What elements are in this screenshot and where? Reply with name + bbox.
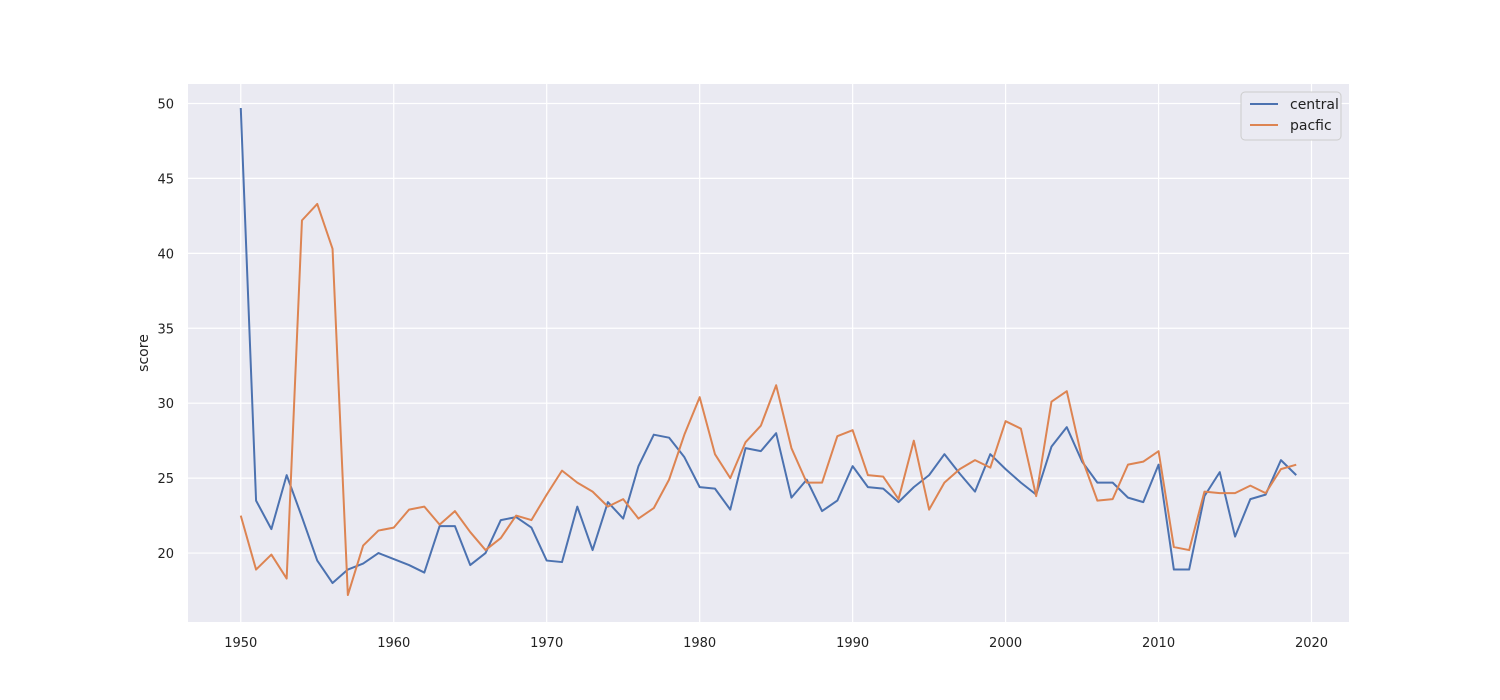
legend: central pacfic	[1240, 91, 1342, 141]
x-tick-label: 1960	[377, 636, 410, 651]
grid-lines	[188, 84, 1349, 622]
plot-area	[188, 84, 1349, 622]
y-tick-label: 20	[157, 547, 174, 562]
x-tick-label: 2000	[989, 636, 1022, 651]
legend-label-pacfic: pacfic	[1290, 118, 1332, 134]
y-tick-label: 25	[157, 472, 174, 487]
series-lines	[239, 107, 1297, 597]
series-line-central	[239, 107, 1297, 585]
series-line-pacfic	[239, 202, 1297, 597]
x-tick-label: 1950	[224, 636, 257, 651]
y-tick-label: 30	[157, 397, 174, 412]
x-tick-label: 2010	[1142, 636, 1175, 651]
y-tick-label: 35	[157, 322, 174, 337]
y-tick-label: 50	[157, 97, 174, 112]
x-tick-label: 1980	[683, 636, 716, 651]
legend-label-central: central	[1290, 97, 1339, 113]
x-tick-label: 1990	[836, 636, 869, 651]
y-tick-label: 45	[157, 172, 174, 187]
y-tick-label: 40	[157, 247, 174, 262]
y-axis-ticks: 20 25 30 35 40 45 50	[157, 97, 174, 562]
x-tick-label: 1970	[530, 636, 563, 651]
x-axis-ticks: 1950 1960 1970 1980 1990 2000 2010 2020	[224, 636, 1328, 651]
y-axis-title: score	[136, 334, 152, 372]
x-tick-label: 2020	[1295, 636, 1328, 651]
